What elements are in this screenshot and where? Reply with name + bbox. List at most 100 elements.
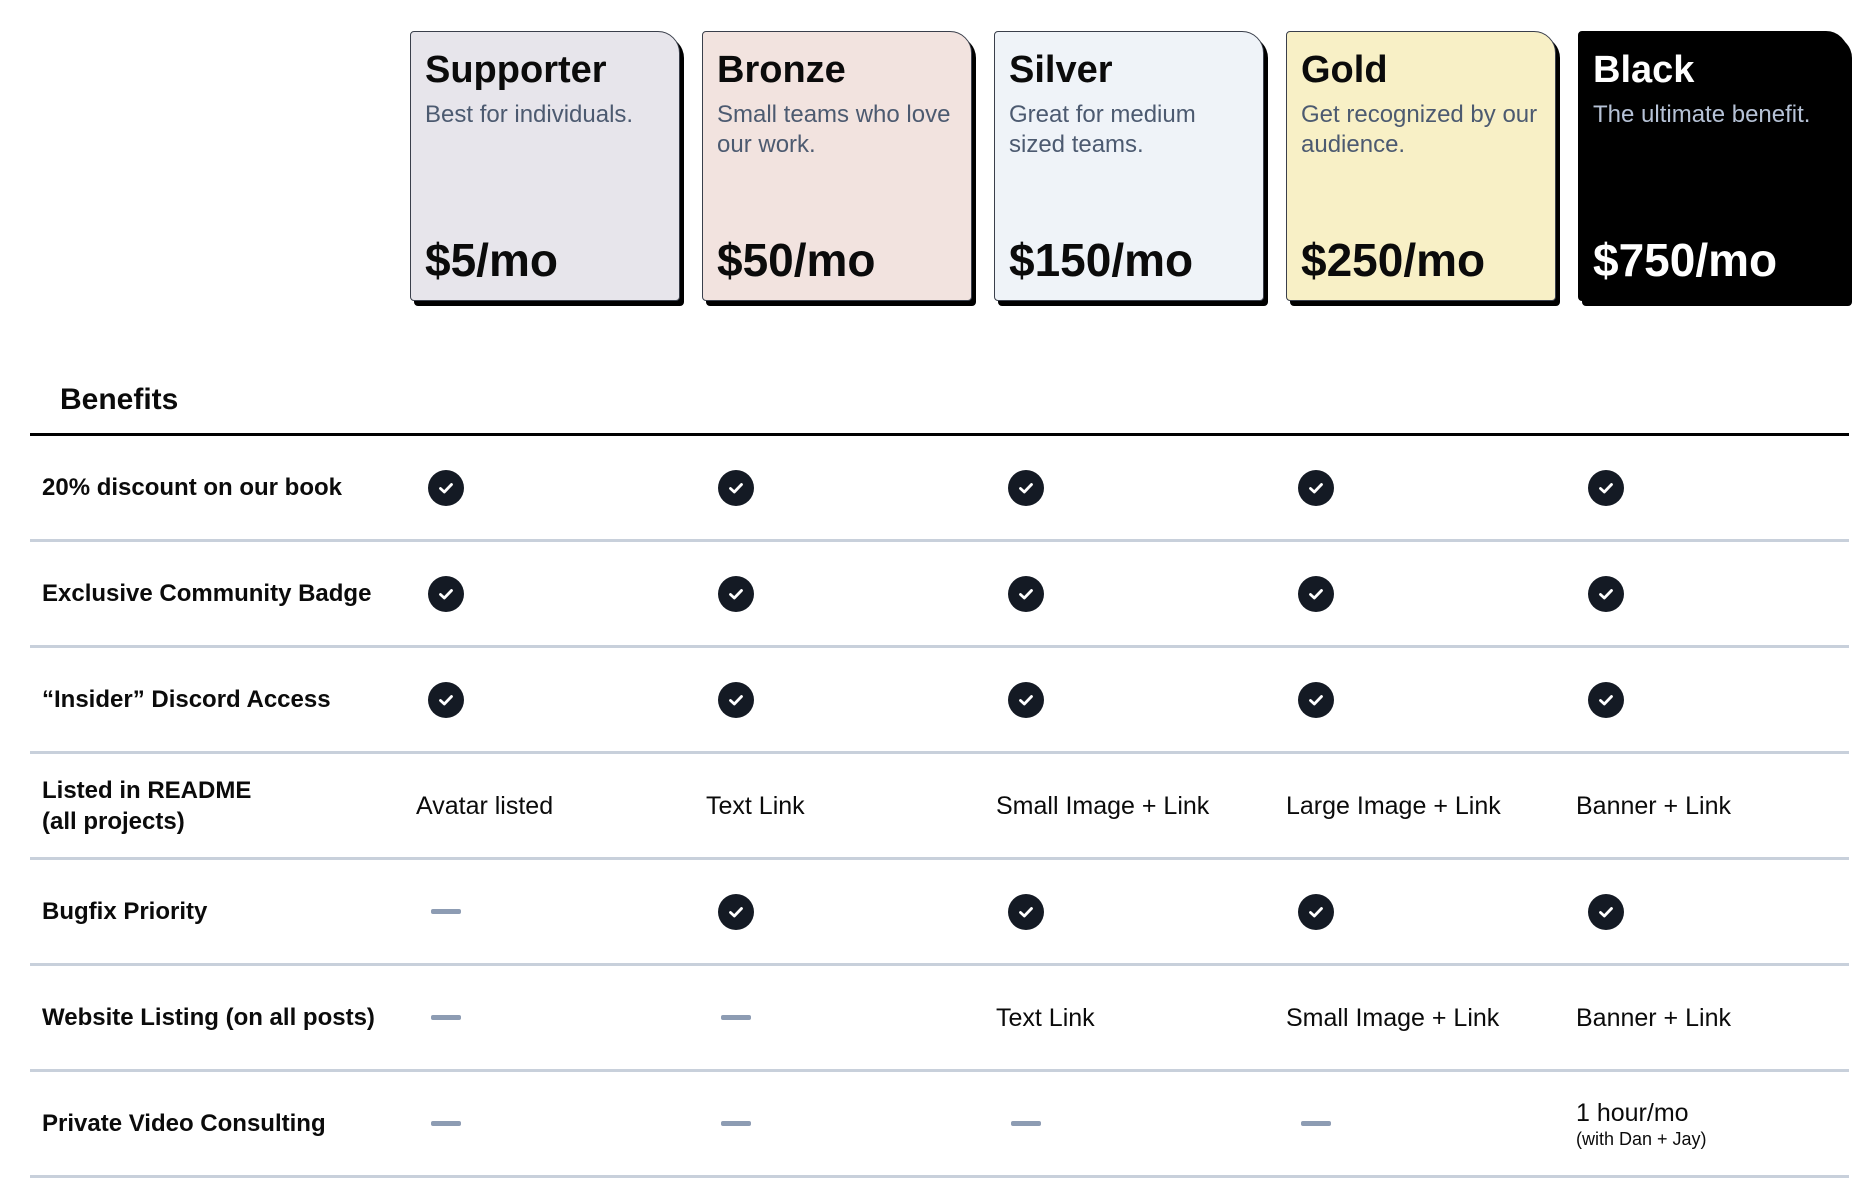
benefit-label: Private Video Consulting [42, 1110, 326, 1137]
header-divider [30, 433, 1849, 436]
benefit-value: Large Image + Link [1286, 791, 1501, 820]
dash-icon [721, 1121, 751, 1126]
benefit-cell-black [1588, 542, 1868, 645]
benefit-cell-black [1588, 648, 1868, 751]
benefit-value: Small Image + Link [1286, 1003, 1500, 1032]
tier-card-silver[interactable]: Silver Great for medium sized teams. $150/… [994, 31, 1264, 301]
tier-name: Supporter [425, 49, 607, 91]
benefit-cell-black [1588, 860, 1868, 963]
benefit-cell-supporter [428, 860, 708, 963]
benefit-cell-bronze [718, 860, 998, 963]
check-icon [718, 681, 754, 718]
benefit-cell-silver [1008, 1072, 1288, 1175]
tier-card-bronze[interactable]: Bronze Small teams who love our work. $50/… [702, 31, 972, 301]
benefit-row: “Insider” Discord Access [30, 648, 1849, 754]
benefit-cell-bronze [718, 1072, 998, 1175]
check-icon [428, 575, 464, 612]
tier-card-supporter[interactable]: Supporter Best for individuals. $5/mo [410, 31, 680, 301]
check-icon [1588, 469, 1624, 506]
benefit-cell-silver [1008, 542, 1288, 645]
tier-description: Small teams who love our work. [717, 101, 951, 158]
benefits-heading: Benefits [60, 383, 179, 416]
check-icon [1298, 893, 1334, 930]
benefit-value: Text Link [706, 791, 805, 820]
benefit-label: Exclusive Community Badge [42, 580, 372, 607]
tier-price: $50/mo [717, 234, 876, 286]
benefit-row: Website Listing (on all posts) Text Link S… [30, 966, 1849, 1072]
benefit-label: Bugfix Priority [42, 898, 208, 925]
benefit-cell-supporter [428, 436, 708, 539]
benefit-cell-gold [1298, 436, 1578, 539]
benefit-cell-supporter [428, 648, 708, 751]
benefit-cell-bronze [718, 648, 998, 751]
benefit-value: Avatar listed [416, 791, 554, 820]
benefit-row: Bugfix Priority [30, 860, 1849, 966]
check-icon [428, 469, 464, 506]
benefit-cell-black: Banner + Link [1576, 754, 1856, 857]
benefit-value: Banner + Link [1576, 791, 1731, 820]
benefit-cell-gold [1298, 860, 1578, 963]
check-icon [718, 575, 754, 612]
benefit-cell-supporter [428, 542, 708, 645]
benefit-label: “Insider” Discord Access [42, 686, 331, 713]
check-icon [1008, 469, 1044, 506]
benefits-table: 20% discount on our book Exclusive Commun… [30, 436, 1849, 1178]
check-icon [1298, 681, 1334, 718]
dash-icon [431, 1015, 461, 1020]
benefit-cell-silver [1008, 436, 1288, 539]
benefit-cell-supporter [428, 1072, 708, 1175]
tier-name: Black [1593, 49, 1695, 91]
check-icon [1008, 575, 1044, 612]
benefit-cell-bronze [718, 542, 998, 645]
check-icon [1008, 893, 1044, 930]
benefit-cell-gold [1298, 1072, 1578, 1175]
tier-price: $750/mo [1593, 234, 1778, 286]
tier-name: Bronze [717, 49, 846, 91]
benefit-value: 1 hour/mo [1576, 1098, 1689, 1127]
benefit-cell-gold: Large Image + Link [1286, 754, 1566, 857]
tier-cards: Supporter Best for individuals. $5/mo Bronz… [0, 0, 1872, 320]
tier-name: Silver [1009, 49, 1113, 91]
tier-price: $250/mo [1301, 234, 1486, 286]
benefit-row: 20% discount on our book [30, 436, 1849, 542]
benefit-label: 20% discount on our book [42, 474, 343, 501]
check-icon [428, 681, 464, 718]
check-icon [1588, 575, 1624, 612]
dash-icon [1011, 1121, 1041, 1126]
benefit-cell-black: Banner + Link [1576, 966, 1856, 1069]
dash-icon [431, 909, 461, 914]
benefit-cell-gold [1298, 648, 1578, 751]
tier-card-black[interactable]: Black The ultimate benefit. $750/mo [1578, 31, 1848, 301]
dash-icon [431, 1121, 461, 1126]
benefit-value: Text Link [996, 1003, 1095, 1032]
tier-description: The ultimate benefit. [1593, 101, 1811, 128]
tier-description: Get recognized by our audience. [1301, 101, 1538, 158]
benefit-row: Listed in README (all projects) Avatar li… [30, 754, 1849, 860]
benefit-cell-silver: Small Image + Link [996, 754, 1276, 857]
tier-card-gold[interactable]: Gold Get recognized by our audience. $250/… [1286, 31, 1556, 301]
check-icon [1588, 893, 1624, 930]
check-icon [1008, 681, 1044, 718]
check-icon [1298, 575, 1334, 612]
benefit-cell-silver [1008, 860, 1288, 963]
tier-name: Gold [1301, 49, 1388, 91]
benefit-cell-bronze [718, 966, 998, 1069]
benefit-cell-black: 1 hour/mo (with Dan + Jay) [1576, 1072, 1856, 1175]
benefit-value: Small Image + Link [996, 791, 1210, 820]
benefit-cell-silver [1008, 648, 1288, 751]
benefit-cell-black [1588, 436, 1868, 539]
benefit-value: Banner + Link [1576, 1003, 1731, 1032]
benefit-label: Listed in README (all projects) [42, 776, 252, 835]
benefit-cell-gold [1298, 542, 1578, 645]
benefit-cell-supporter [428, 966, 708, 1069]
dash-icon [721, 1015, 751, 1020]
benefit-cell-bronze [718, 436, 998, 539]
tier-price: $150/mo [1009, 234, 1194, 286]
benefit-value-note: (with Dan + Jay) [1576, 1128, 1707, 1149]
tier-description: Great for medium sized teams. [1009, 101, 1196, 158]
benefit-row: Exclusive Community Badge [30, 542, 1849, 648]
benefit-label: Website Listing (on all posts) [42, 1004, 375, 1031]
benefit-cell-gold: Small Image + Link [1286, 966, 1566, 1069]
benefit-cell-silver: Text Link [996, 966, 1276, 1069]
check-icon [1588, 681, 1624, 718]
